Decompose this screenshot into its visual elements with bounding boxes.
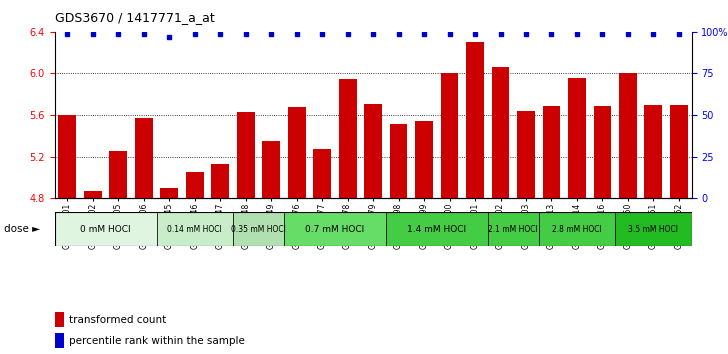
- Bar: [415, 121, 433, 198]
- Bar: [84, 191, 102, 198]
- Bar: [186, 172, 204, 198]
- Bar: [109, 152, 127, 198]
- Bar: [58, 115, 76, 198]
- Bar: [593, 106, 612, 198]
- Bar: [644, 105, 662, 198]
- Text: 0.35 mM HOCl: 0.35 mM HOCl: [231, 225, 286, 234]
- Bar: [157, 212, 233, 246]
- Bar: [233, 212, 284, 246]
- Text: transformed count: transformed count: [69, 315, 167, 325]
- Text: 3.5 mM HOCl: 3.5 mM HOCl: [628, 225, 678, 234]
- Text: percentile rank within the sample: percentile rank within the sample: [69, 336, 245, 346]
- Text: 0.14 mM HOCl: 0.14 mM HOCl: [167, 225, 222, 234]
- Bar: [55, 212, 157, 246]
- Bar: [539, 212, 615, 246]
- Bar: [313, 149, 331, 198]
- Text: 1.4 mM HOCl: 1.4 mM HOCl: [407, 225, 467, 234]
- Bar: [262, 141, 280, 198]
- Bar: [615, 212, 692, 246]
- Bar: [211, 164, 229, 198]
- Bar: [339, 79, 357, 198]
- Bar: [542, 106, 561, 198]
- Bar: [284, 212, 386, 246]
- Bar: [466, 42, 484, 198]
- Bar: [55, 312, 64, 327]
- Text: GDS3670 / 1417771_a_at: GDS3670 / 1417771_a_at: [55, 11, 214, 24]
- Text: 2.1 mM HOCl: 2.1 mM HOCl: [488, 225, 538, 234]
- Bar: [55, 333, 64, 348]
- Bar: [670, 105, 688, 198]
- Bar: [288, 107, 306, 198]
- Text: dose ►: dose ►: [4, 224, 40, 234]
- Bar: [488, 212, 539, 246]
- Bar: [491, 67, 510, 198]
- Bar: [386, 212, 488, 246]
- Bar: [619, 74, 637, 198]
- Bar: [237, 112, 255, 198]
- Text: 2.8 mM HOCl: 2.8 mM HOCl: [552, 225, 602, 234]
- Bar: [389, 124, 408, 198]
- Text: 0.7 mM HOCl: 0.7 mM HOCl: [305, 225, 365, 234]
- Bar: [517, 111, 535, 198]
- Text: 0 mM HOCl: 0 mM HOCl: [80, 225, 131, 234]
- Bar: [160, 188, 178, 198]
- Bar: [135, 118, 153, 198]
- Bar: [568, 78, 586, 198]
- Bar: [440, 74, 459, 198]
- Bar: [364, 104, 382, 198]
